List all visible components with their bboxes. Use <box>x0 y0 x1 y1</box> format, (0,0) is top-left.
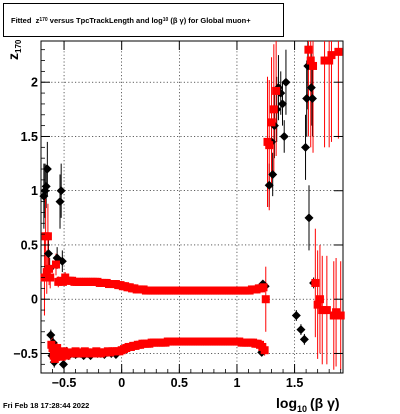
marker-red-square <box>261 295 270 304</box>
tick-labels: −0.5 0 0.5 1 1.5 −0.5 0 0.5 1 1.5 2 <box>13 76 303 390</box>
x-axis-title-main: log <box>276 395 297 411</box>
y-axis-title-main: z <box>5 53 21 60</box>
plot-frame <box>40 40 344 374</box>
marker-red-square <box>313 300 322 309</box>
marker-black-diamond <box>301 142 311 152</box>
x-tick-label: 0 <box>118 376 125 390</box>
marker-red-square <box>50 354 59 363</box>
marker-red-square <box>267 118 276 127</box>
marker-red-square <box>269 105 278 114</box>
marker-red-square <box>272 86 281 95</box>
axis-ticks <box>40 41 343 373</box>
marker-red-square <box>57 352 66 361</box>
marker-black-diamond <box>58 359 68 369</box>
marker-red-square <box>309 61 318 70</box>
grid <box>41 41 343 373</box>
y-tick-label: 1.5 <box>21 130 38 144</box>
marker-black-diamond <box>291 310 301 320</box>
y-tick-label: 0.5 <box>21 238 38 252</box>
marker-red-square <box>45 264 54 273</box>
marker-black-diamond <box>43 249 53 259</box>
marker-black-diamond <box>277 99 287 109</box>
y-axis-title: z170 <box>5 39 23 60</box>
marker-black-diamond <box>55 197 65 207</box>
marker-red-square <box>306 56 315 65</box>
marker-black-diamond <box>46 330 56 340</box>
marker-red-square <box>43 232 52 241</box>
marker-red-square <box>320 56 329 65</box>
marker-red-square <box>304 45 313 54</box>
y-tick-label: −0.5 <box>13 347 38 361</box>
chart-title: Fitted z 170 versus TpcTrackLength and lo… <box>3 3 284 37</box>
marker-black-diamond <box>41 181 51 191</box>
title-var-sub: 170 <box>39 17 48 23</box>
marker-red-square <box>265 141 274 150</box>
marker-red-square <box>336 311 345 320</box>
marker-red-square <box>53 344 62 353</box>
title-middle: versus TpcTrackLength and log <box>49 15 163 25</box>
marker-black-diamond <box>268 169 278 179</box>
y-tick-label: 2 <box>31 76 38 90</box>
marker-black-diamond <box>307 94 317 104</box>
x-tick-label: 1.5 <box>286 376 303 390</box>
marker-black-diamond <box>57 256 67 266</box>
x-tick-label: −0.5 <box>52 376 77 390</box>
marker-red-square <box>58 277 67 286</box>
timestamp: Fri Feb 18 17:28:44 2022 <box>3 401 90 410</box>
marker-black-diamond <box>296 325 306 335</box>
marker-red-square <box>60 347 69 356</box>
marker-black-diamond <box>42 164 52 174</box>
title-prefix: Fitted <box>11 15 32 25</box>
x-tick-label: 1 <box>233 376 240 390</box>
marker-red-square <box>322 306 331 315</box>
y-tick-label: 1 <box>31 184 38 198</box>
marker-red-square <box>332 308 341 317</box>
marker-red-square <box>260 346 269 355</box>
marker-black-diamond <box>279 131 289 141</box>
marker-red-square <box>325 56 334 65</box>
marker-red-square <box>315 295 324 304</box>
marker-red-square <box>318 306 327 315</box>
x-axis-title-sub: 10 <box>297 404 307 414</box>
marker-red-square <box>48 344 57 353</box>
x-tick-label: 0.5 <box>171 376 188 390</box>
title-var: z <box>35 15 40 25</box>
marker-black-diamond <box>304 213 314 223</box>
marker-black-diamond <box>299 334 309 344</box>
marker-red-square <box>334 47 343 56</box>
title-log-sub: 10 <box>162 17 169 23</box>
marker-black-diamond <box>56 186 66 196</box>
marker-red-square <box>51 260 60 269</box>
error-bars <box>43 41 342 370</box>
marker-red-square <box>259 283 268 292</box>
marker-black-diamond <box>281 77 291 87</box>
x-axis-title-tail: (β γ) <box>310 395 340 411</box>
marker-red-square <box>327 51 336 60</box>
marker-black-diamond <box>302 94 312 104</box>
marker-black-diamond <box>264 180 274 190</box>
x-axis-title: log10 (β γ) <box>276 395 340 414</box>
y-axis-title-sub: 170 <box>14 39 23 53</box>
marker-black-diamond <box>306 83 316 93</box>
title-tail: (β γ) for Global muon+ <box>170 15 251 25</box>
marker-red-square <box>311 278 320 287</box>
data-points <box>39 45 345 369</box>
y-tick-label: 0 <box>31 293 38 307</box>
marker-red-square <box>46 273 55 282</box>
